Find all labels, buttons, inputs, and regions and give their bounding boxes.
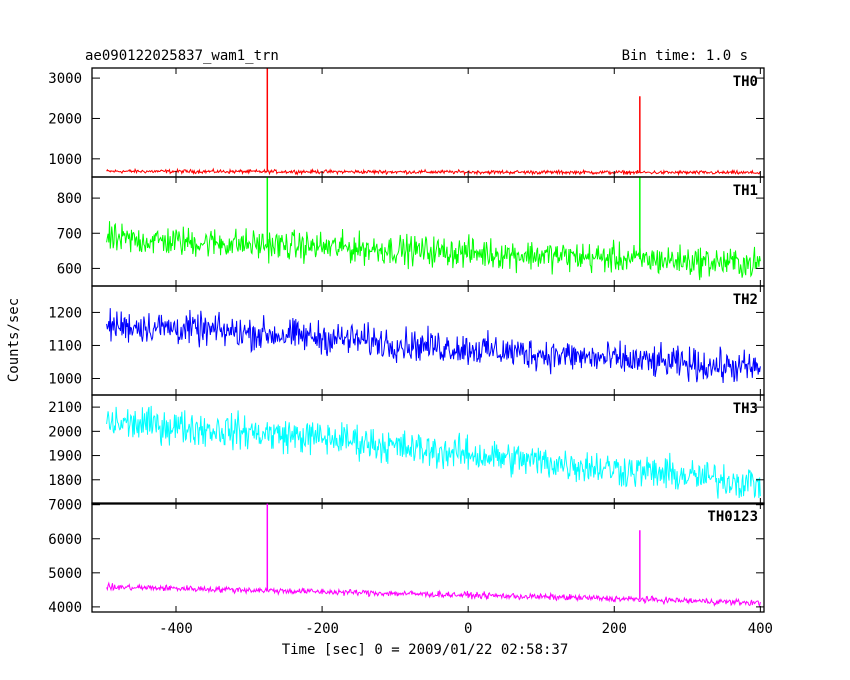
panel-frame xyxy=(91,176,765,287)
panel-th3: 1800 1900 2000 2100 TH3 xyxy=(48,394,765,505)
y-tick-label: 4000 xyxy=(48,600,82,616)
series-line-th3 xyxy=(106,405,761,499)
panel-frame xyxy=(91,502,765,613)
panel-label-th2: TH2 xyxy=(733,292,758,308)
x-tick-label: 200 xyxy=(602,621,627,637)
y-tick-label: 1200 xyxy=(48,305,82,321)
series-line-th0123 xyxy=(106,581,761,608)
y-tick-label: 2000 xyxy=(48,111,82,127)
chart-title: ae090122025837_wam1_trn xyxy=(85,48,279,64)
y-tick-label: 7000 xyxy=(48,498,82,514)
y-tick-label: 3000 xyxy=(48,71,82,87)
y-tick-label: 5000 xyxy=(48,566,82,582)
y-tick-label: 1900 xyxy=(48,449,82,465)
x-tick-label: -200 xyxy=(305,621,339,637)
y-tick-label: 700 xyxy=(57,226,82,242)
x-tick-label: 0 xyxy=(464,621,472,637)
y-tick-label: 1000 xyxy=(48,371,82,387)
x-axis-title: Time [sec] 0 = 2009/01/22 02:58:37 xyxy=(282,642,569,658)
y-tick-label: 6000 xyxy=(48,532,82,548)
panel-th2: 1000 1100 1200 TH2 xyxy=(48,285,765,396)
y-tick-label: 600 xyxy=(57,261,82,277)
panel-frame xyxy=(91,67,765,178)
series-line-th0 xyxy=(106,167,761,177)
panel-label-th0: TH0 xyxy=(733,74,758,90)
series-line-th2 xyxy=(106,308,761,383)
y-tick-label: 800 xyxy=(57,191,82,207)
panel-th0: 1000 2000 3000 TH0 xyxy=(48,67,765,178)
y-tick-label: 1100 xyxy=(48,338,82,354)
panel-label-th3: TH3 xyxy=(733,401,758,417)
panel-label-th1: TH1 xyxy=(733,183,758,199)
panel-th0123: 4000 5000 6000 7000 TH0123 xyxy=(48,498,765,616)
panel-th1: 600 700 800 TH1 xyxy=(57,176,765,287)
x-tick-label: -400 xyxy=(159,621,193,637)
y-axis-title: Counts/sec xyxy=(6,298,22,382)
x-tick-label: 400 xyxy=(748,621,773,637)
y-tick-label: 1000 xyxy=(48,152,82,168)
panel-frame xyxy=(91,394,765,505)
chart-subtitle: Bin time: 1.0 s xyxy=(622,48,748,64)
y-tick-label: 2000 xyxy=(48,424,82,440)
panel-label-th0123: TH0123 xyxy=(707,509,758,525)
series-line-th1 xyxy=(106,221,761,281)
y-tick-label: 1800 xyxy=(48,473,82,489)
y-tick-label: 2100 xyxy=(48,400,82,416)
